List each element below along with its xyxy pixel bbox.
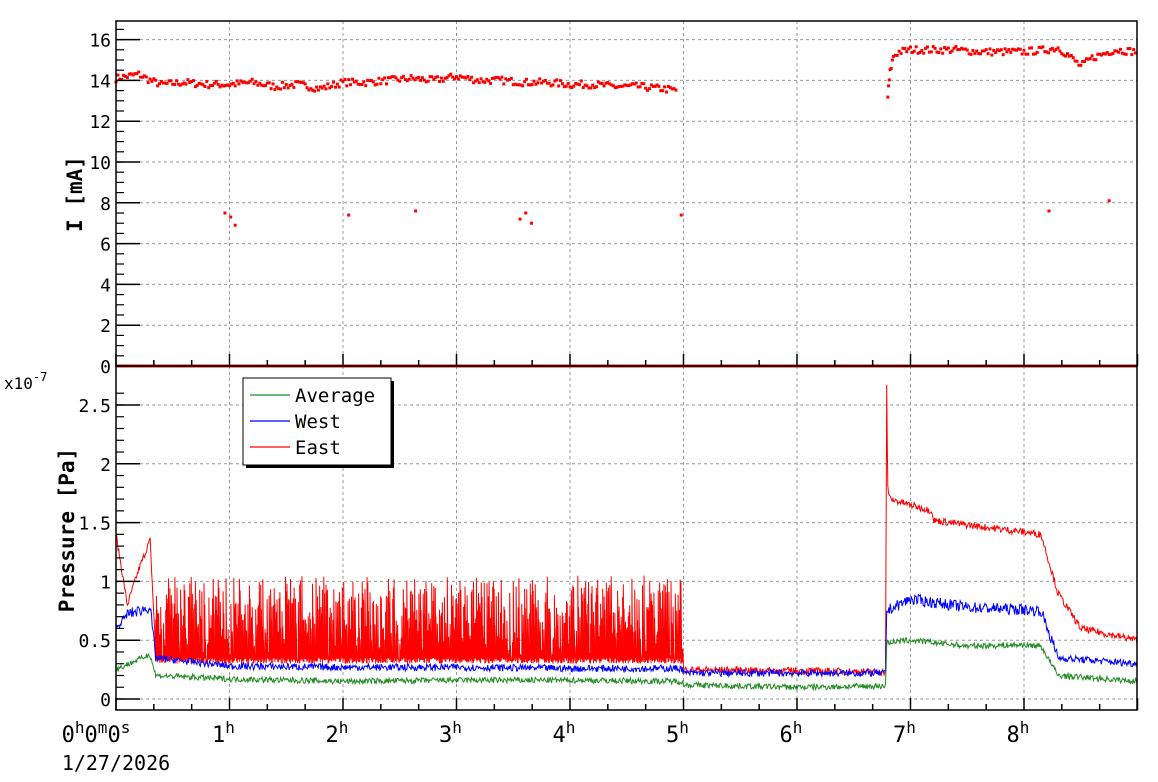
svg-text:3h: 3h: [439, 718, 462, 748]
pressure-line-series: [115, 384, 1138, 692]
legend-label-west: West: [295, 411, 341, 433]
x-axis-date: 1/27/2026: [62, 751, 170, 775]
svg-text:0.5: 0.5: [78, 631, 111, 652]
svg-text:7h: 7h: [893, 718, 916, 748]
svg-text:6: 6: [100, 235, 111, 256]
svg-text:10: 10: [89, 153, 111, 174]
svg-text:4: 4: [100, 275, 111, 296]
svg-text:6h: 6h: [780, 718, 803, 748]
top-panel-grid: [116, 21, 1137, 366]
top-panel-frame: [115, 20, 1138, 367]
svg-text:1.5: 1.5: [78, 514, 111, 535]
svg-text:12: 12: [89, 112, 111, 133]
svg-text:0h0m0s: 0h0m0s: [62, 718, 131, 748]
y-multiplier: x10-7: [4, 370, 47, 393]
top-y-tick-labels: 0 2 4 6 8 10 12 14 16: [89, 31, 111, 378]
svg-text:1h: 1h: [212, 718, 235, 748]
bottom-y-tick-labels: 0 0.5 1 1.5 2 2.5: [78, 396, 111, 711]
axis-ticks: [115, 28, 1139, 710]
svg-text:8h: 8h: [1007, 718, 1030, 748]
svg-text:0: 0: [100, 357, 111, 378]
svg-text:2: 2: [100, 455, 111, 476]
svg-text:2h: 2h: [326, 718, 349, 748]
svg-text:8: 8: [100, 194, 111, 215]
legend-label-east: East: [295, 437, 341, 459]
svg-text:14: 14: [89, 71, 111, 92]
legend: Average West East: [242, 377, 394, 468]
svg-text:4h: 4h: [553, 718, 576, 748]
svg-text:2: 2: [100, 316, 111, 337]
svg-text:16: 16: [89, 31, 111, 52]
bottom-y-axis-title: Pressure [Pa]: [55, 448, 79, 612]
x-tick-labels: 0h0m0s 1h 2h 3h 4h 5h 6h 7h 8h: [62, 718, 1030, 748]
svg-text:1: 1: [100, 572, 111, 593]
legend-label-average: Average: [295, 385, 375, 407]
bottom-panel-frame: [115, 365, 1138, 711]
svg-text:5h: 5h: [666, 718, 689, 748]
svg-text:2.5: 2.5: [78, 396, 111, 417]
current-scatter-series: [114, 45, 1138, 368]
top-y-axis-title: I [mA]: [63, 156, 87, 232]
svg-text:0: 0: [100, 690, 111, 711]
